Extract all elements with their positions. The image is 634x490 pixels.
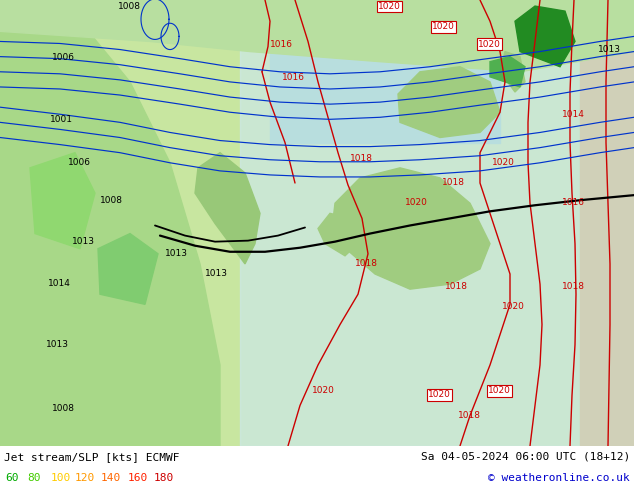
Polygon shape [240, 0, 634, 446]
Text: 1013: 1013 [165, 249, 188, 258]
Text: 1013: 1013 [46, 340, 69, 349]
Text: 1014: 1014 [48, 279, 71, 288]
Polygon shape [515, 6, 575, 67]
Text: 1016: 1016 [282, 73, 305, 82]
Polygon shape [195, 153, 260, 264]
Text: 1020: 1020 [432, 23, 455, 31]
Text: 1006: 1006 [52, 52, 75, 62]
Polygon shape [318, 213, 358, 256]
Text: 1008: 1008 [52, 403, 75, 413]
Polygon shape [398, 67, 500, 138]
Text: 1013: 1013 [205, 269, 228, 278]
Text: 1020: 1020 [428, 391, 451, 399]
Text: 1020: 1020 [492, 158, 515, 167]
Text: 80: 80 [27, 473, 41, 483]
Polygon shape [332, 168, 490, 289]
Polygon shape [98, 234, 158, 304]
Text: 1016: 1016 [562, 198, 585, 207]
Text: 1016: 1016 [270, 40, 293, 49]
Text: 1018: 1018 [445, 282, 468, 291]
Text: 140: 140 [101, 473, 121, 483]
Text: 1001: 1001 [50, 115, 73, 124]
Text: 1020: 1020 [478, 40, 501, 49]
Text: 180: 180 [154, 473, 174, 483]
Text: 1020: 1020 [378, 2, 401, 11]
Text: 100: 100 [51, 473, 71, 483]
Text: 1018: 1018 [562, 282, 585, 291]
Text: 1018: 1018 [355, 259, 378, 268]
Text: Jet stream/SLP [kts] ECMWF: Jet stream/SLP [kts] ECMWF [4, 452, 179, 462]
Text: 60: 60 [5, 473, 18, 483]
Text: Sa 04-05-2024 06:00 UTC (18+12): Sa 04-05-2024 06:00 UTC (18+12) [421, 452, 630, 462]
Text: 1018: 1018 [350, 154, 373, 163]
Text: 1020: 1020 [502, 302, 525, 312]
Polygon shape [0, 0, 220, 446]
Text: 1018: 1018 [458, 411, 481, 419]
Text: 1013: 1013 [598, 45, 621, 53]
Polygon shape [365, 203, 415, 232]
Text: 1018: 1018 [442, 178, 465, 187]
Text: 1006: 1006 [68, 158, 91, 167]
Polygon shape [0, 0, 634, 72]
Text: © weatheronline.co.uk: © weatheronline.co.uk [488, 473, 630, 483]
Polygon shape [500, 51, 525, 92]
Text: 1008: 1008 [118, 2, 141, 11]
Text: 120: 120 [75, 473, 95, 483]
Text: 1020: 1020 [488, 386, 511, 395]
Polygon shape [270, 0, 500, 143]
Polygon shape [580, 0, 634, 446]
Polygon shape [490, 57, 525, 87]
Text: 1020: 1020 [312, 386, 335, 395]
Text: 1014: 1014 [562, 110, 585, 119]
Text: 1020: 1020 [405, 198, 428, 207]
Text: 1008: 1008 [100, 196, 123, 205]
Text: 1013: 1013 [72, 237, 95, 245]
Text: 160: 160 [128, 473, 148, 483]
Polygon shape [30, 153, 95, 249]
